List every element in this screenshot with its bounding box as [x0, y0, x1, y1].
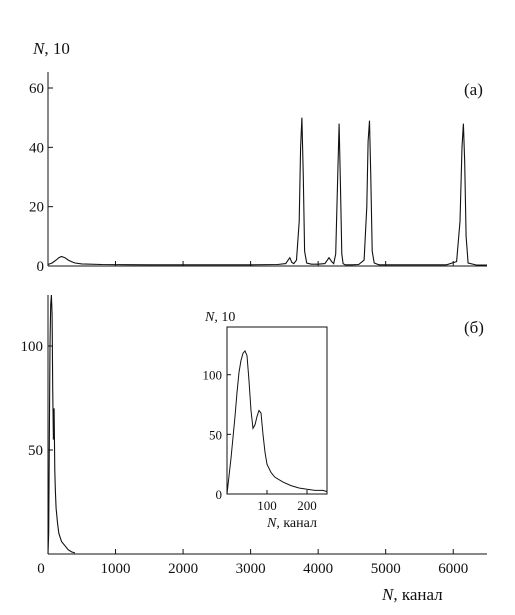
inset-ytick-label: 50: [209, 427, 222, 442]
panel-a-ylabel-rest: , 10: [44, 39, 70, 58]
panel-a-ytick-label: 20: [29, 200, 44, 216]
inset-xtick-label: 200: [297, 498, 317, 513]
inset-ytick-label: 100: [203, 368, 223, 383]
panel-a-ylabel: N, 10: [32, 39, 70, 58]
panel-b-tag: (б): [464, 318, 484, 337]
inset-xlabel-rest: , канал: [276, 516, 317, 531]
inset-ylabel: N, 10: [204, 310, 235, 325]
panel-a: N, 10 (а) 0 20 40 60: [29, 39, 487, 275]
panel-b-ytick-label: 50: [28, 443, 43, 459]
panel-b-series-line: [47, 294, 76, 555]
inset-ticks: 0 50 100 100 200: [203, 368, 317, 513]
inset-ylabel-rest: , 10: [214, 310, 235, 325]
inset-ylabel-var: N: [204, 310, 215, 325]
panel-b-xtick-label: 6000: [438, 561, 468, 577]
panel-b-xtick-label: 4000: [303, 561, 333, 577]
inset-ytick-label: 0: [216, 487, 223, 502]
panel-a-series-line: [47, 117, 487, 266]
panel-b-xlabel-var: N: [381, 585, 395, 604]
panel-b-xtick-label: 3000: [236, 561, 266, 577]
inset-xlabel: N, канал: [266, 516, 317, 531]
panel-a-ylabel-var: N: [32, 39, 46, 58]
inset-frame: [226, 326, 328, 495]
inset-xtick-label: 100: [257, 498, 277, 513]
panel-b-xtick-label: 0: [37, 561, 45, 577]
panel-b-xlabel-rest: , канал: [393, 585, 443, 604]
panel-b-xtick-label: 1000: [101, 561, 131, 577]
panel-a-ytick-label: 0: [37, 259, 45, 275]
panel-b-xtick-label: 2000: [168, 561, 198, 577]
panel-a-tag: (а): [464, 80, 483, 99]
panel-a-ticks: 0 20 40 60: [29, 81, 454, 275]
inset-xlabel-var: N: [266, 516, 277, 531]
panel-b-xtick-label: 5000: [371, 561, 401, 577]
panel-b-ytick-label: 100: [21, 339, 44, 355]
panel-b-xlabel: N, канал: [381, 585, 443, 604]
inset-series-line: [226, 349, 328, 495]
panel-a-ytick-label: 60: [29, 81, 44, 97]
panel-a-ytick-label: 40: [29, 140, 44, 156]
